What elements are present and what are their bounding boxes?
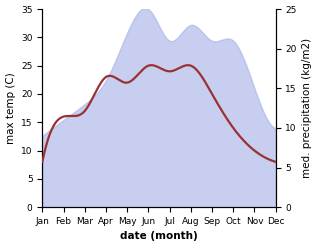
X-axis label: date (month): date (month)	[120, 231, 198, 242]
Y-axis label: med. precipitation (kg/m2): med. precipitation (kg/m2)	[302, 38, 313, 178]
Y-axis label: max temp (C): max temp (C)	[5, 72, 16, 144]
